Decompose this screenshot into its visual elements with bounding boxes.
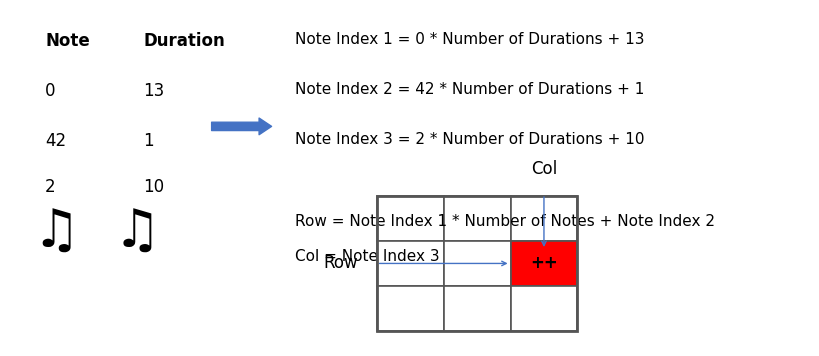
Text: Duration: Duration [143,32,225,50]
Bar [444,196,510,241]
Bar [377,241,444,286]
Text: Note Index 2 = 42 * Number of Durations + 1: Note Index 2 = 42 * Number of Durations … [295,82,645,97]
Text: 2: 2 [45,178,56,196]
Bar [510,241,577,286]
Bar [444,241,510,286]
Text: 42: 42 [45,132,66,150]
Text: 0: 0 [45,82,56,100]
Bar [377,196,444,241]
Text: Note: Note [45,32,90,50]
Text: Note Index 3 = 2 * Number of Durations + 10: Note Index 3 = 2 * Number of Durations +… [295,132,645,147]
Text: Note Index 1 = 0 * Number of Durations + 13: Note Index 1 = 0 * Number of Durations +… [295,32,645,47]
Text: Col: Col [531,160,557,178]
FancyArrowPatch shape [211,118,272,135]
Bar [510,286,577,331]
Text: 1: 1 [143,132,154,150]
Bar [377,286,444,331]
Bar [377,196,577,331]
Text: Row = Note Index 1 * Number of Notes + Note Index 2: Row = Note Index 1 * Number of Notes + N… [295,214,715,229]
Text: Row: Row [324,255,358,272]
Text: 10: 10 [143,178,165,196]
Text: ++: ++ [530,255,558,272]
Bar [444,286,510,331]
Text: Col = Note Index 3: Col = Note Index 3 [295,249,440,264]
Text: 13: 13 [143,82,165,100]
Text: ♫  ♫: ♫ ♫ [33,206,161,258]
Bar [510,196,577,241]
